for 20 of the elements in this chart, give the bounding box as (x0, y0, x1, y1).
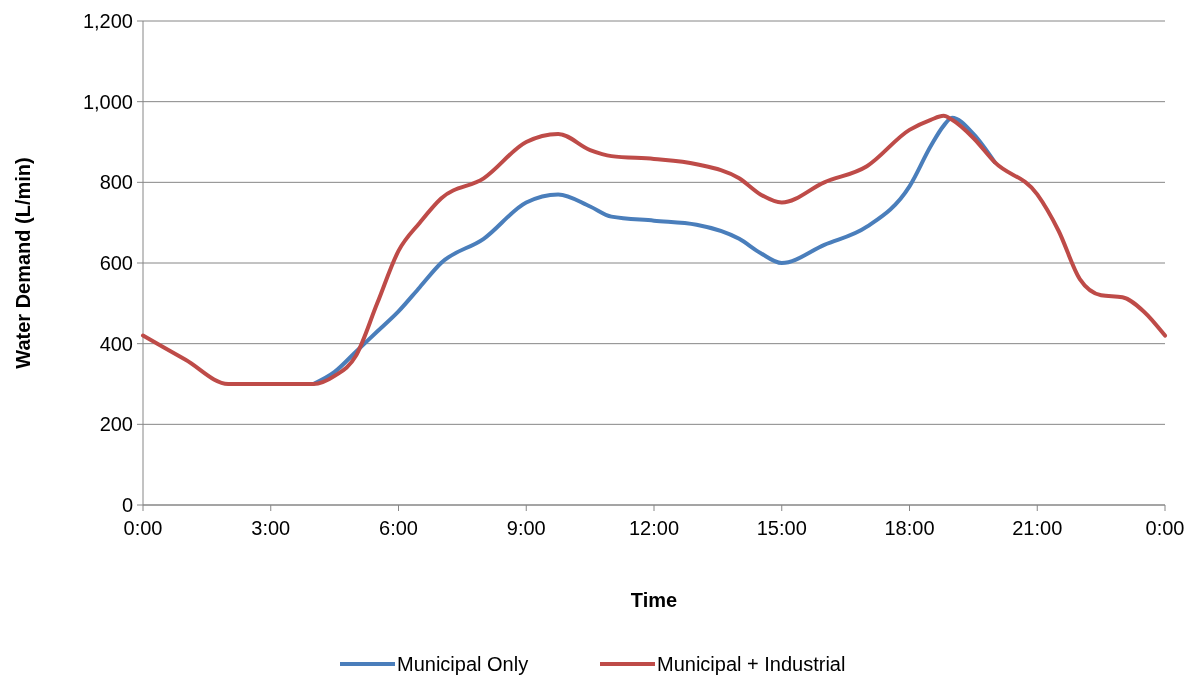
x-tick-label: 12:00 (628, 517, 680, 539)
x-tick-label: 6:00 (379, 517, 418, 539)
x-tick-label: 3:00 (251, 517, 291, 539)
x-axis-title: Time (630, 589, 678, 611)
y-tick-label: 1,000 (82, 90, 133, 113)
y-tick-label: 400 (99, 332, 133, 355)
x-tick-label: 15:00 (756, 517, 807, 539)
legend-label: Municipal + Industrial (657, 653, 846, 675)
x-tick-label: 0:00 (123, 517, 163, 539)
x-tick-label: 21:00 (1012, 517, 1063, 539)
x-tick-label: 0:00 (1145, 517, 1185, 539)
x-tick-label: 9:00 (506, 517, 546, 539)
y-axis-title: Water Demand (L/min) (12, 157, 34, 369)
y-tick-label: 800 (99, 171, 133, 194)
legend-label: Municipal Only (397, 653, 529, 675)
y-tick-label: 0 (121, 494, 133, 516)
y-tick-label: 600 (99, 252, 133, 274)
x-tick-label: 18:00 (884, 517, 935, 539)
y-tick-label: 1,200 (82, 10, 133, 32)
y-tick-label: 200 (99, 413, 133, 436)
